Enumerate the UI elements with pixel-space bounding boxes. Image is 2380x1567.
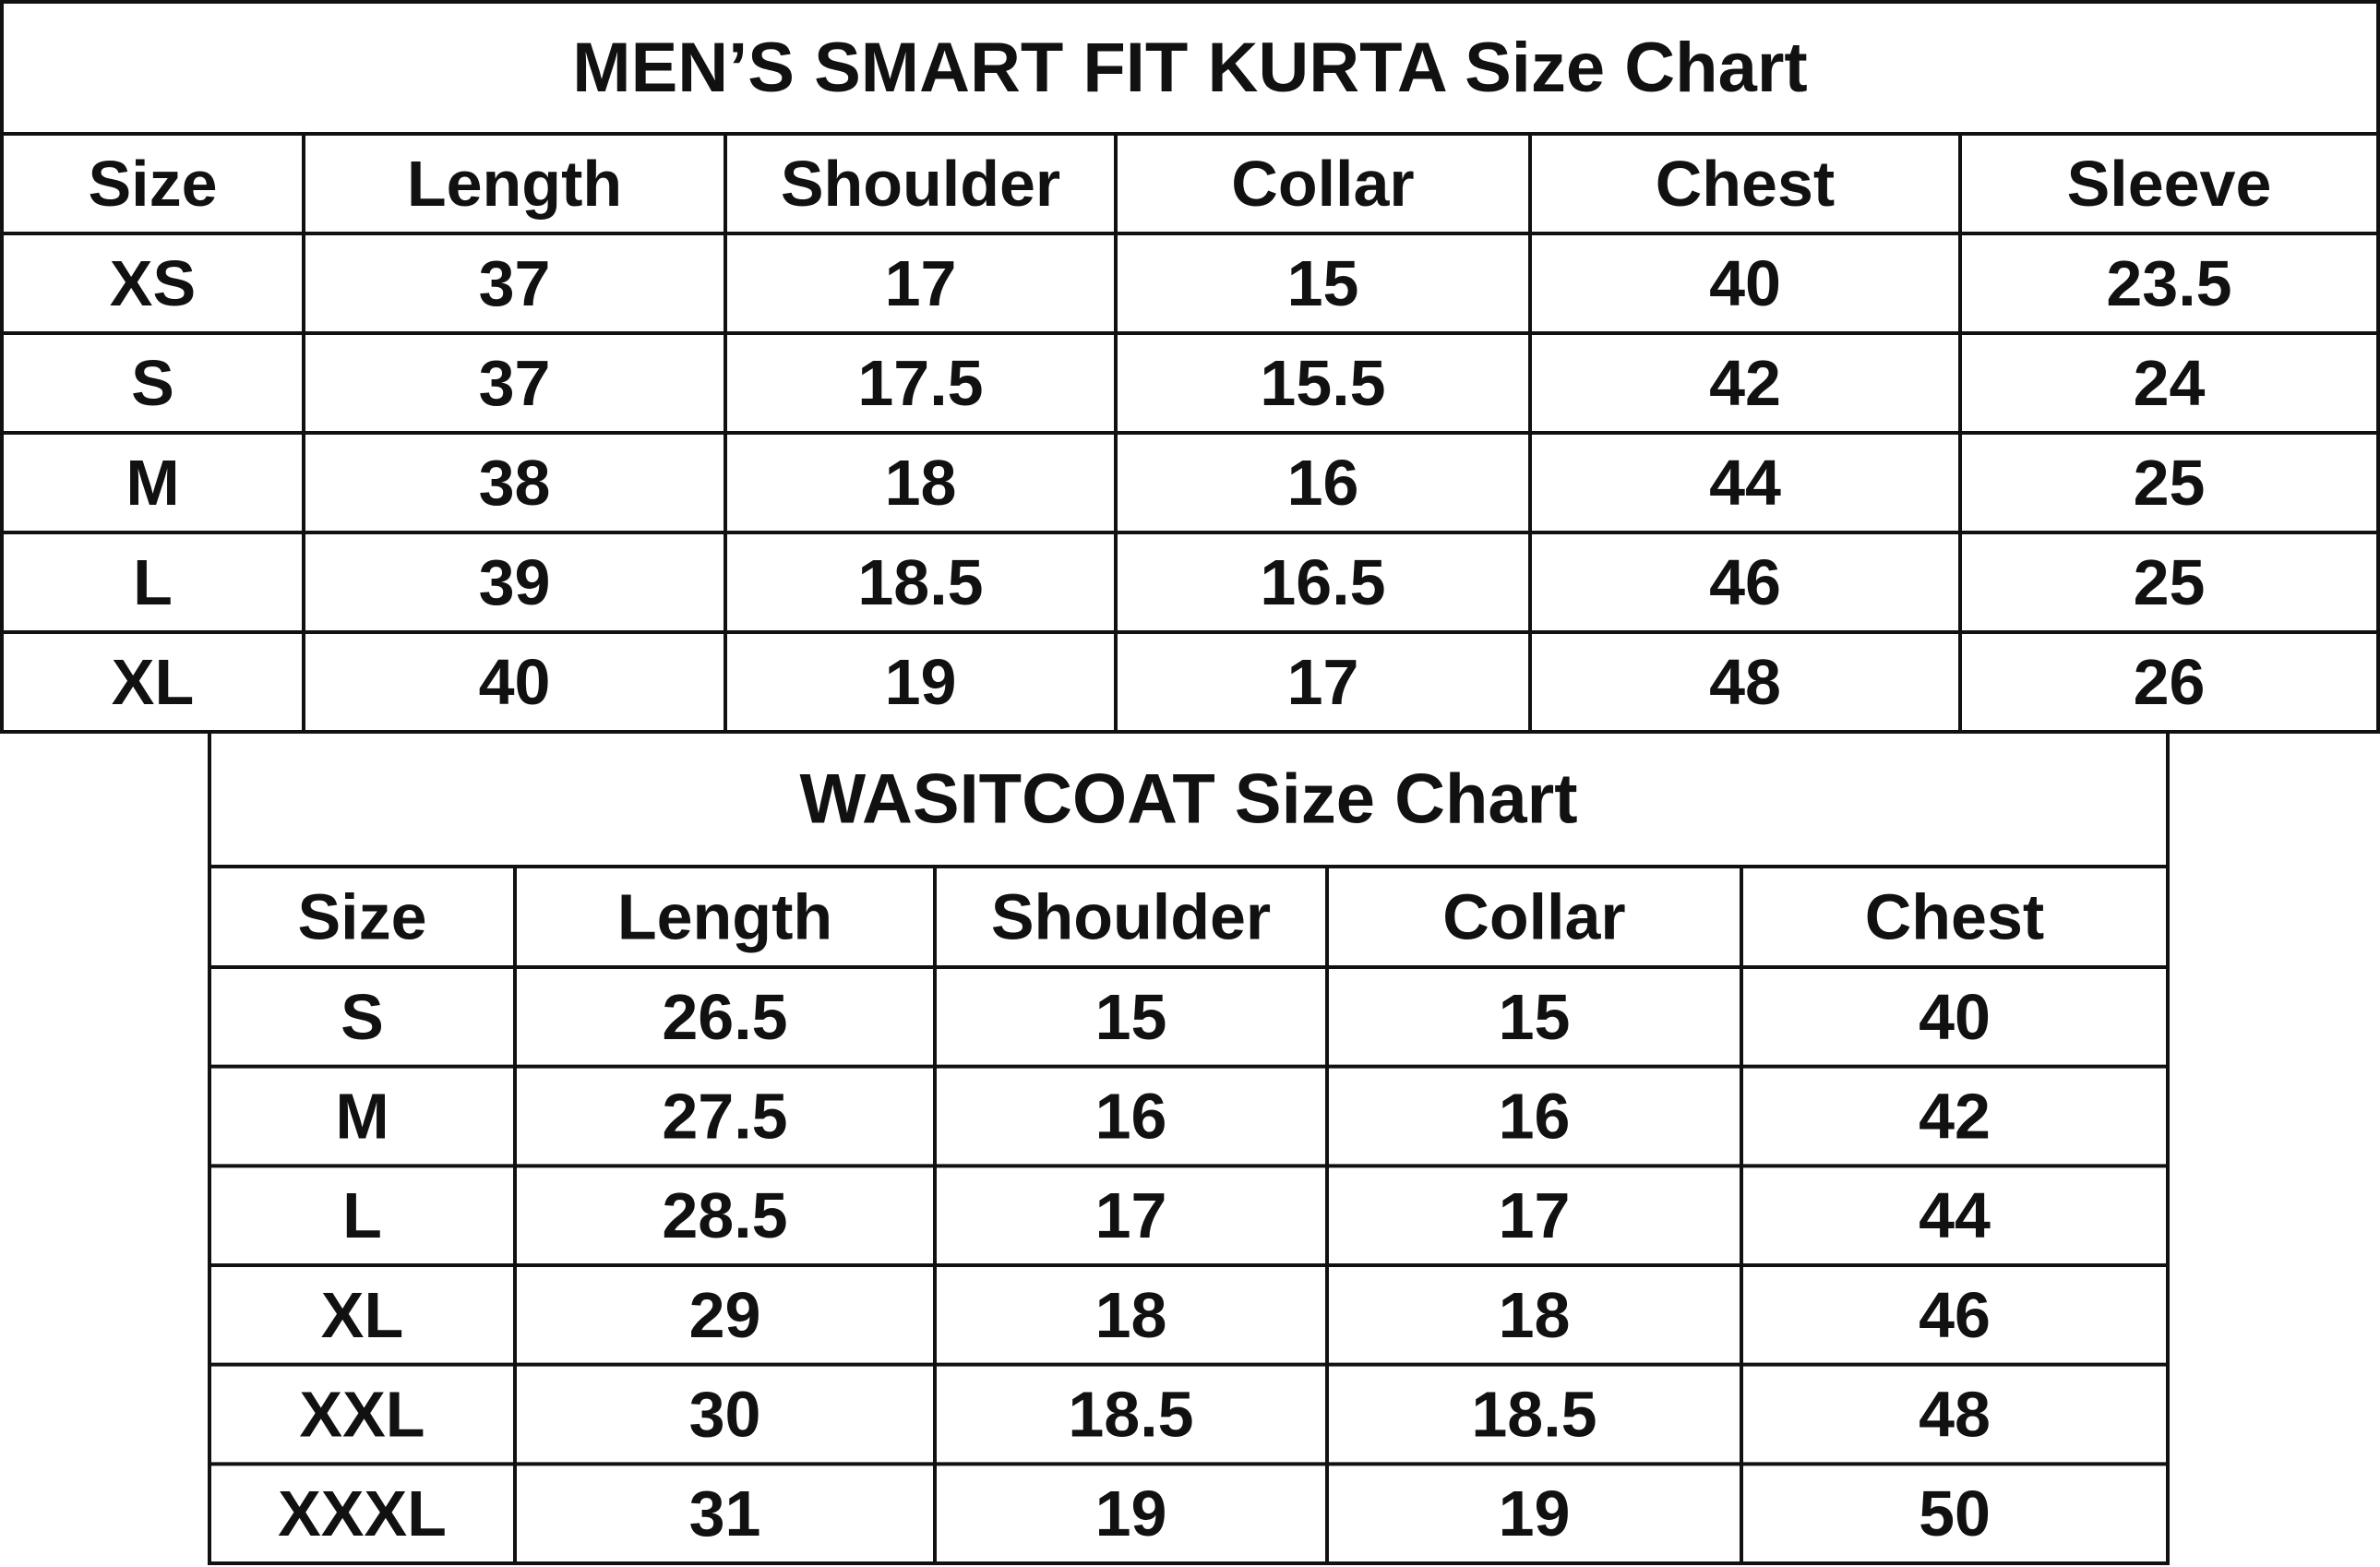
measurement: 29 xyxy=(689,1279,761,1351)
column-header: Shoulder xyxy=(991,881,1271,953)
measurement: 28.5 xyxy=(662,1179,787,1251)
measurement: 48 xyxy=(1919,1379,1991,1451)
column-header: Chest xyxy=(1865,881,2044,953)
column-header: Length xyxy=(617,881,832,953)
measurement: 18 xyxy=(1095,1279,1167,1351)
size-label: S xyxy=(131,347,174,419)
table-frame xyxy=(208,730,2170,1565)
measurement: 37 xyxy=(479,347,551,419)
measurement: 15 xyxy=(1095,981,1167,1053)
measurement: 17 xyxy=(1499,1179,1571,1251)
measurement: 30 xyxy=(689,1379,761,1451)
table-title: MEN’S SMART FIT KURTA Size Chart xyxy=(572,29,1807,107)
measurement: 19 xyxy=(885,646,957,718)
measurement: 40 xyxy=(1709,247,1781,319)
size-label: M xyxy=(335,1081,389,1153)
measurement: 40 xyxy=(1919,981,1991,1053)
measurement: 18.5 xyxy=(1471,1379,1597,1451)
measurement: 18.5 xyxy=(857,546,983,618)
measurement: 24 xyxy=(2134,347,2206,419)
measurement: 16.5 xyxy=(1260,546,1385,618)
measurement: 15 xyxy=(1287,247,1359,319)
size-label: L xyxy=(342,1179,382,1251)
measurement: 40 xyxy=(479,646,551,718)
measurement: 37 xyxy=(479,247,551,319)
size-label: XS xyxy=(110,247,196,319)
size-label: XL xyxy=(321,1279,403,1351)
measurement: 25 xyxy=(2134,447,2206,519)
measurement: 48 xyxy=(1709,646,1781,718)
size-label: XXL xyxy=(299,1379,425,1451)
measurement: 50 xyxy=(1919,1477,1991,1549)
size-label: M xyxy=(126,447,179,519)
size-label: XL xyxy=(112,646,194,718)
measurement: 31 xyxy=(689,1477,761,1549)
measurement: 38 xyxy=(479,447,551,519)
measurement: 18 xyxy=(885,447,957,519)
measurement: 42 xyxy=(1709,347,1781,419)
column-header: Shoulder xyxy=(781,148,1060,220)
size-label: L xyxy=(133,546,173,618)
column-header: Length xyxy=(407,148,622,220)
measurement: 42 xyxy=(1919,1081,1991,1153)
table-title: WASITCOAT Size Chart xyxy=(799,760,1577,839)
measurement: 44 xyxy=(1709,447,1781,519)
column-header: Size xyxy=(88,148,217,220)
column-header: Collar xyxy=(1231,148,1414,220)
measurement: 25 xyxy=(2134,546,2206,618)
measurement: 18 xyxy=(1499,1279,1571,1351)
measurement: 46 xyxy=(1709,546,1781,618)
column-header: Chest xyxy=(1656,148,1835,220)
table-frame xyxy=(0,0,2380,734)
measurement: 17 xyxy=(1095,1179,1167,1251)
measurement: 16 xyxy=(1499,1081,1571,1153)
measurement: 17.5 xyxy=(857,347,983,419)
measurement: 19 xyxy=(1095,1477,1167,1549)
measurement: 44 xyxy=(1919,1179,1991,1251)
measurement: 26 xyxy=(2134,646,2206,718)
measurement: 19 xyxy=(1499,1477,1571,1549)
measurement: 17 xyxy=(1287,646,1359,718)
measurement: 16 xyxy=(1095,1081,1167,1153)
measurement: 26.5 xyxy=(662,981,787,1053)
measurement: 46 xyxy=(1919,1279,1991,1351)
size-label: XXXL xyxy=(278,1477,447,1549)
column-header: Collar xyxy=(1442,881,1625,953)
measurement: 17 xyxy=(885,247,957,319)
column-header: Size xyxy=(297,881,426,953)
measurement: 27.5 xyxy=(662,1081,787,1153)
measurement: 16 xyxy=(1287,447,1359,519)
column-header: Sleeve xyxy=(2067,148,2272,220)
measurement: 15.5 xyxy=(1260,347,1385,419)
measurement: 23.5 xyxy=(2106,247,2231,319)
size-label: S xyxy=(341,981,384,1053)
measurement: 18.5 xyxy=(1068,1379,1193,1451)
measurement: 39 xyxy=(479,546,551,618)
measurement: 15 xyxy=(1499,981,1571,1053)
